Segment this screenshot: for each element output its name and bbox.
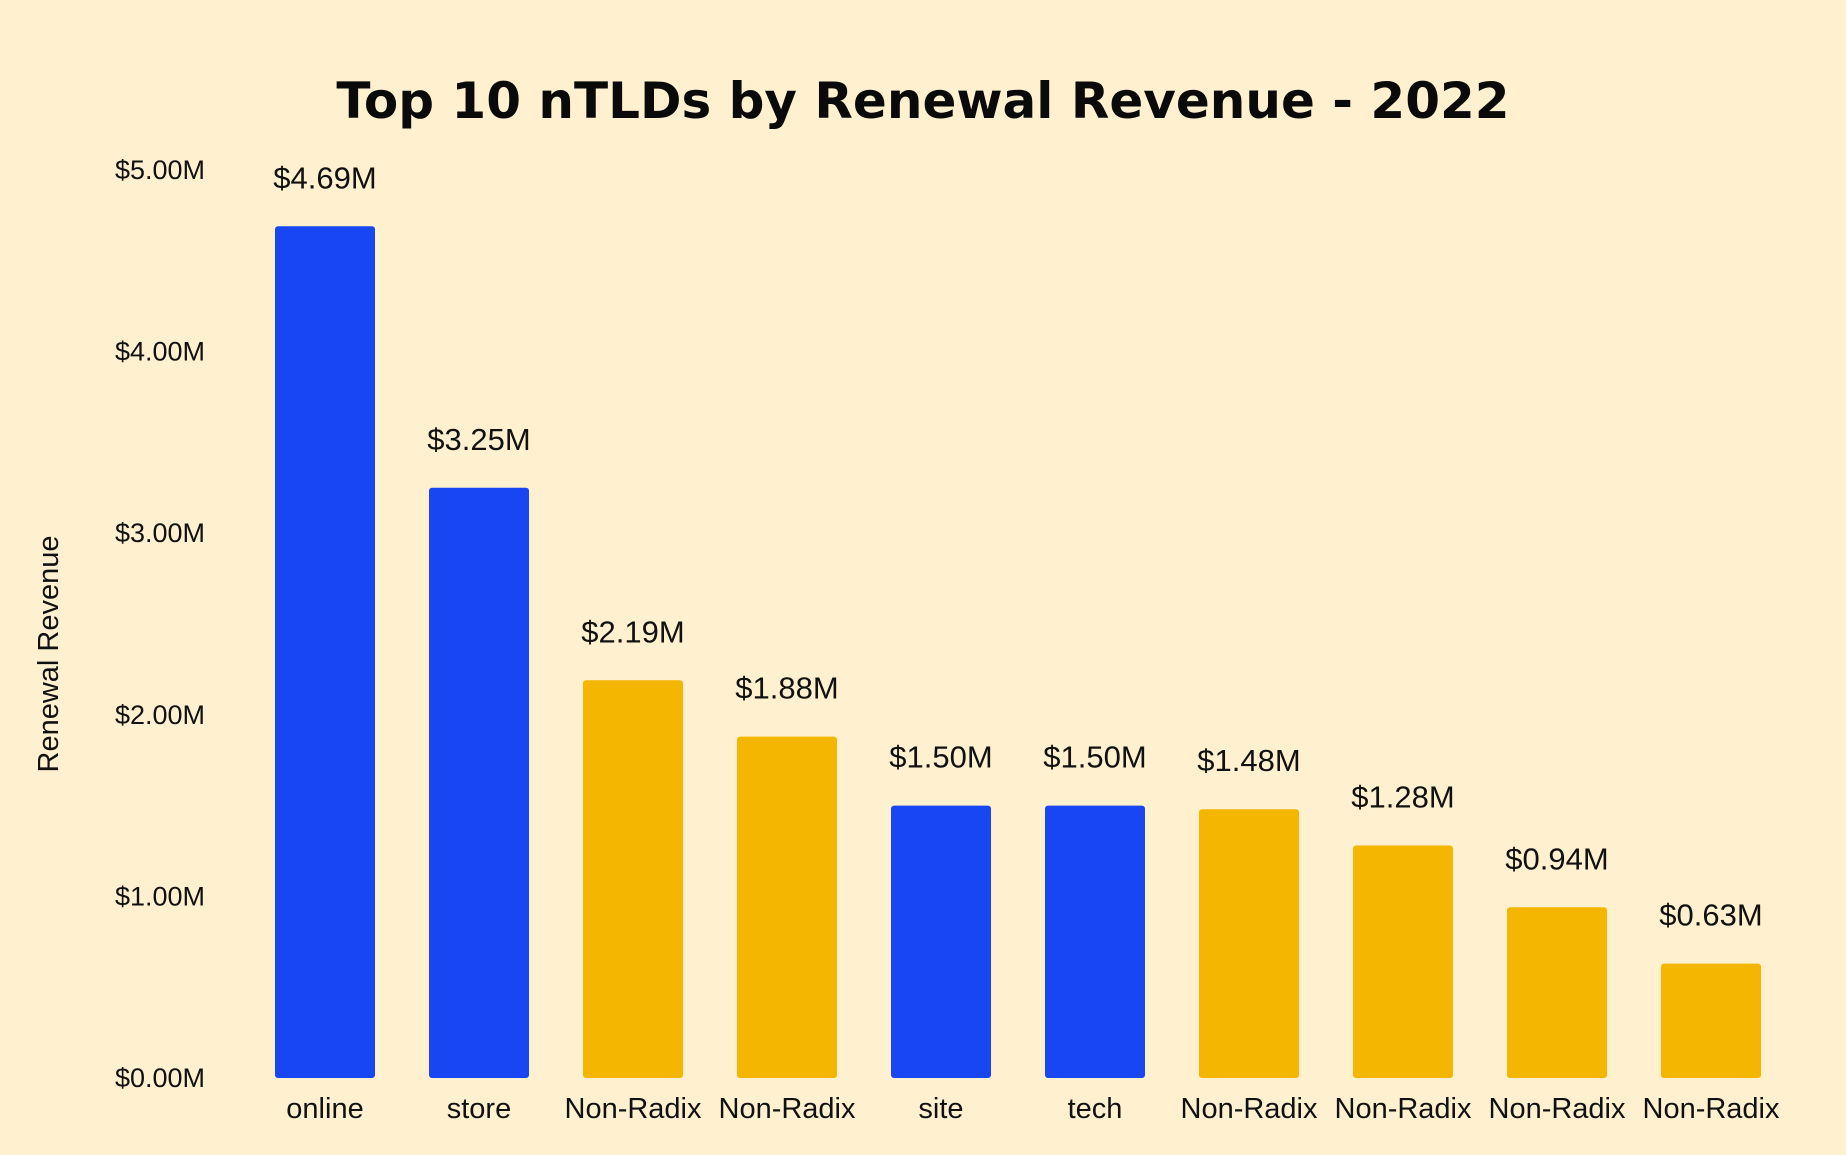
data-label-1: $4.69M — [273, 160, 376, 195]
category-label-5: site — [918, 1093, 963, 1125]
data-label-8: $1.28M — [1351, 780, 1454, 815]
category-label-2: store — [447, 1093, 511, 1125]
data-label-3: $2.19M — [581, 614, 684, 649]
data-label-2: $3.25M — [427, 422, 530, 457]
bar-6 — [1045, 805, 1145, 1078]
data-label-5: $1.50M — [889, 740, 992, 775]
y-tick-label: $1.00M — [115, 881, 205, 911]
bar-2 — [429, 487, 529, 1078]
bar-1 — [275, 226, 375, 1078]
category-label-3: Non-Radix — [565, 1093, 702, 1125]
data-label-4: $1.88M — [735, 671, 838, 706]
chart-title: Top 10 nTLDs by Renewal Revenue - 2022 — [336, 72, 1509, 130]
category-labels-group: online store Non-Radix Non-Radix site tech Non… — [286, 1093, 1780, 1125]
data-label-10: $0.63M — [1659, 898, 1762, 933]
y-tick-label: $3.00M — [115, 518, 205, 548]
bar-7 — [1199, 809, 1299, 1078]
bar-3 — [583, 680, 683, 1078]
category-label-6: tech — [1068, 1093, 1123, 1125]
category-label-4: Non-Radix — [719, 1093, 856, 1125]
data-label-7: $1.48M — [1197, 743, 1300, 778]
bar-5 — [891, 805, 991, 1078]
category-label-10: Non-Radix — [1643, 1093, 1780, 1125]
category-label-9: Non-Radix — [1489, 1093, 1626, 1125]
data-label-9: $0.94M — [1505, 841, 1608, 876]
bars-group — [275, 226, 1761, 1078]
data-label-6: $1.50M — [1043, 740, 1146, 775]
bar-9 — [1507, 907, 1607, 1078]
y-tick-label: $2.00M — [115, 700, 205, 730]
category-label-8: Non-Radix — [1335, 1093, 1472, 1125]
y-tick-label: $0.00M — [115, 1063, 205, 1093]
bar-10 — [1661, 963, 1761, 1078]
category-label-7: Non-Radix — [1181, 1093, 1318, 1125]
y-axis-ticks: $0.00M $1.00M $2.00M $3.00M $4.00M $5.00M — [115, 155, 205, 1093]
bar-4 — [737, 736, 837, 1078]
category-label-1: online — [286, 1093, 363, 1125]
y-tick-label: $4.00M — [115, 337, 205, 367]
y-tick-label: $5.00M — [115, 155, 205, 185]
data-labels-group: $4.69M $3.25M $2.19M $1.88M $1.50M $1.50M $1.4… — [273, 160, 1762, 932]
bar-8 — [1353, 845, 1453, 1078]
y-axis-title: Renewal Revenue — [33, 536, 65, 773]
